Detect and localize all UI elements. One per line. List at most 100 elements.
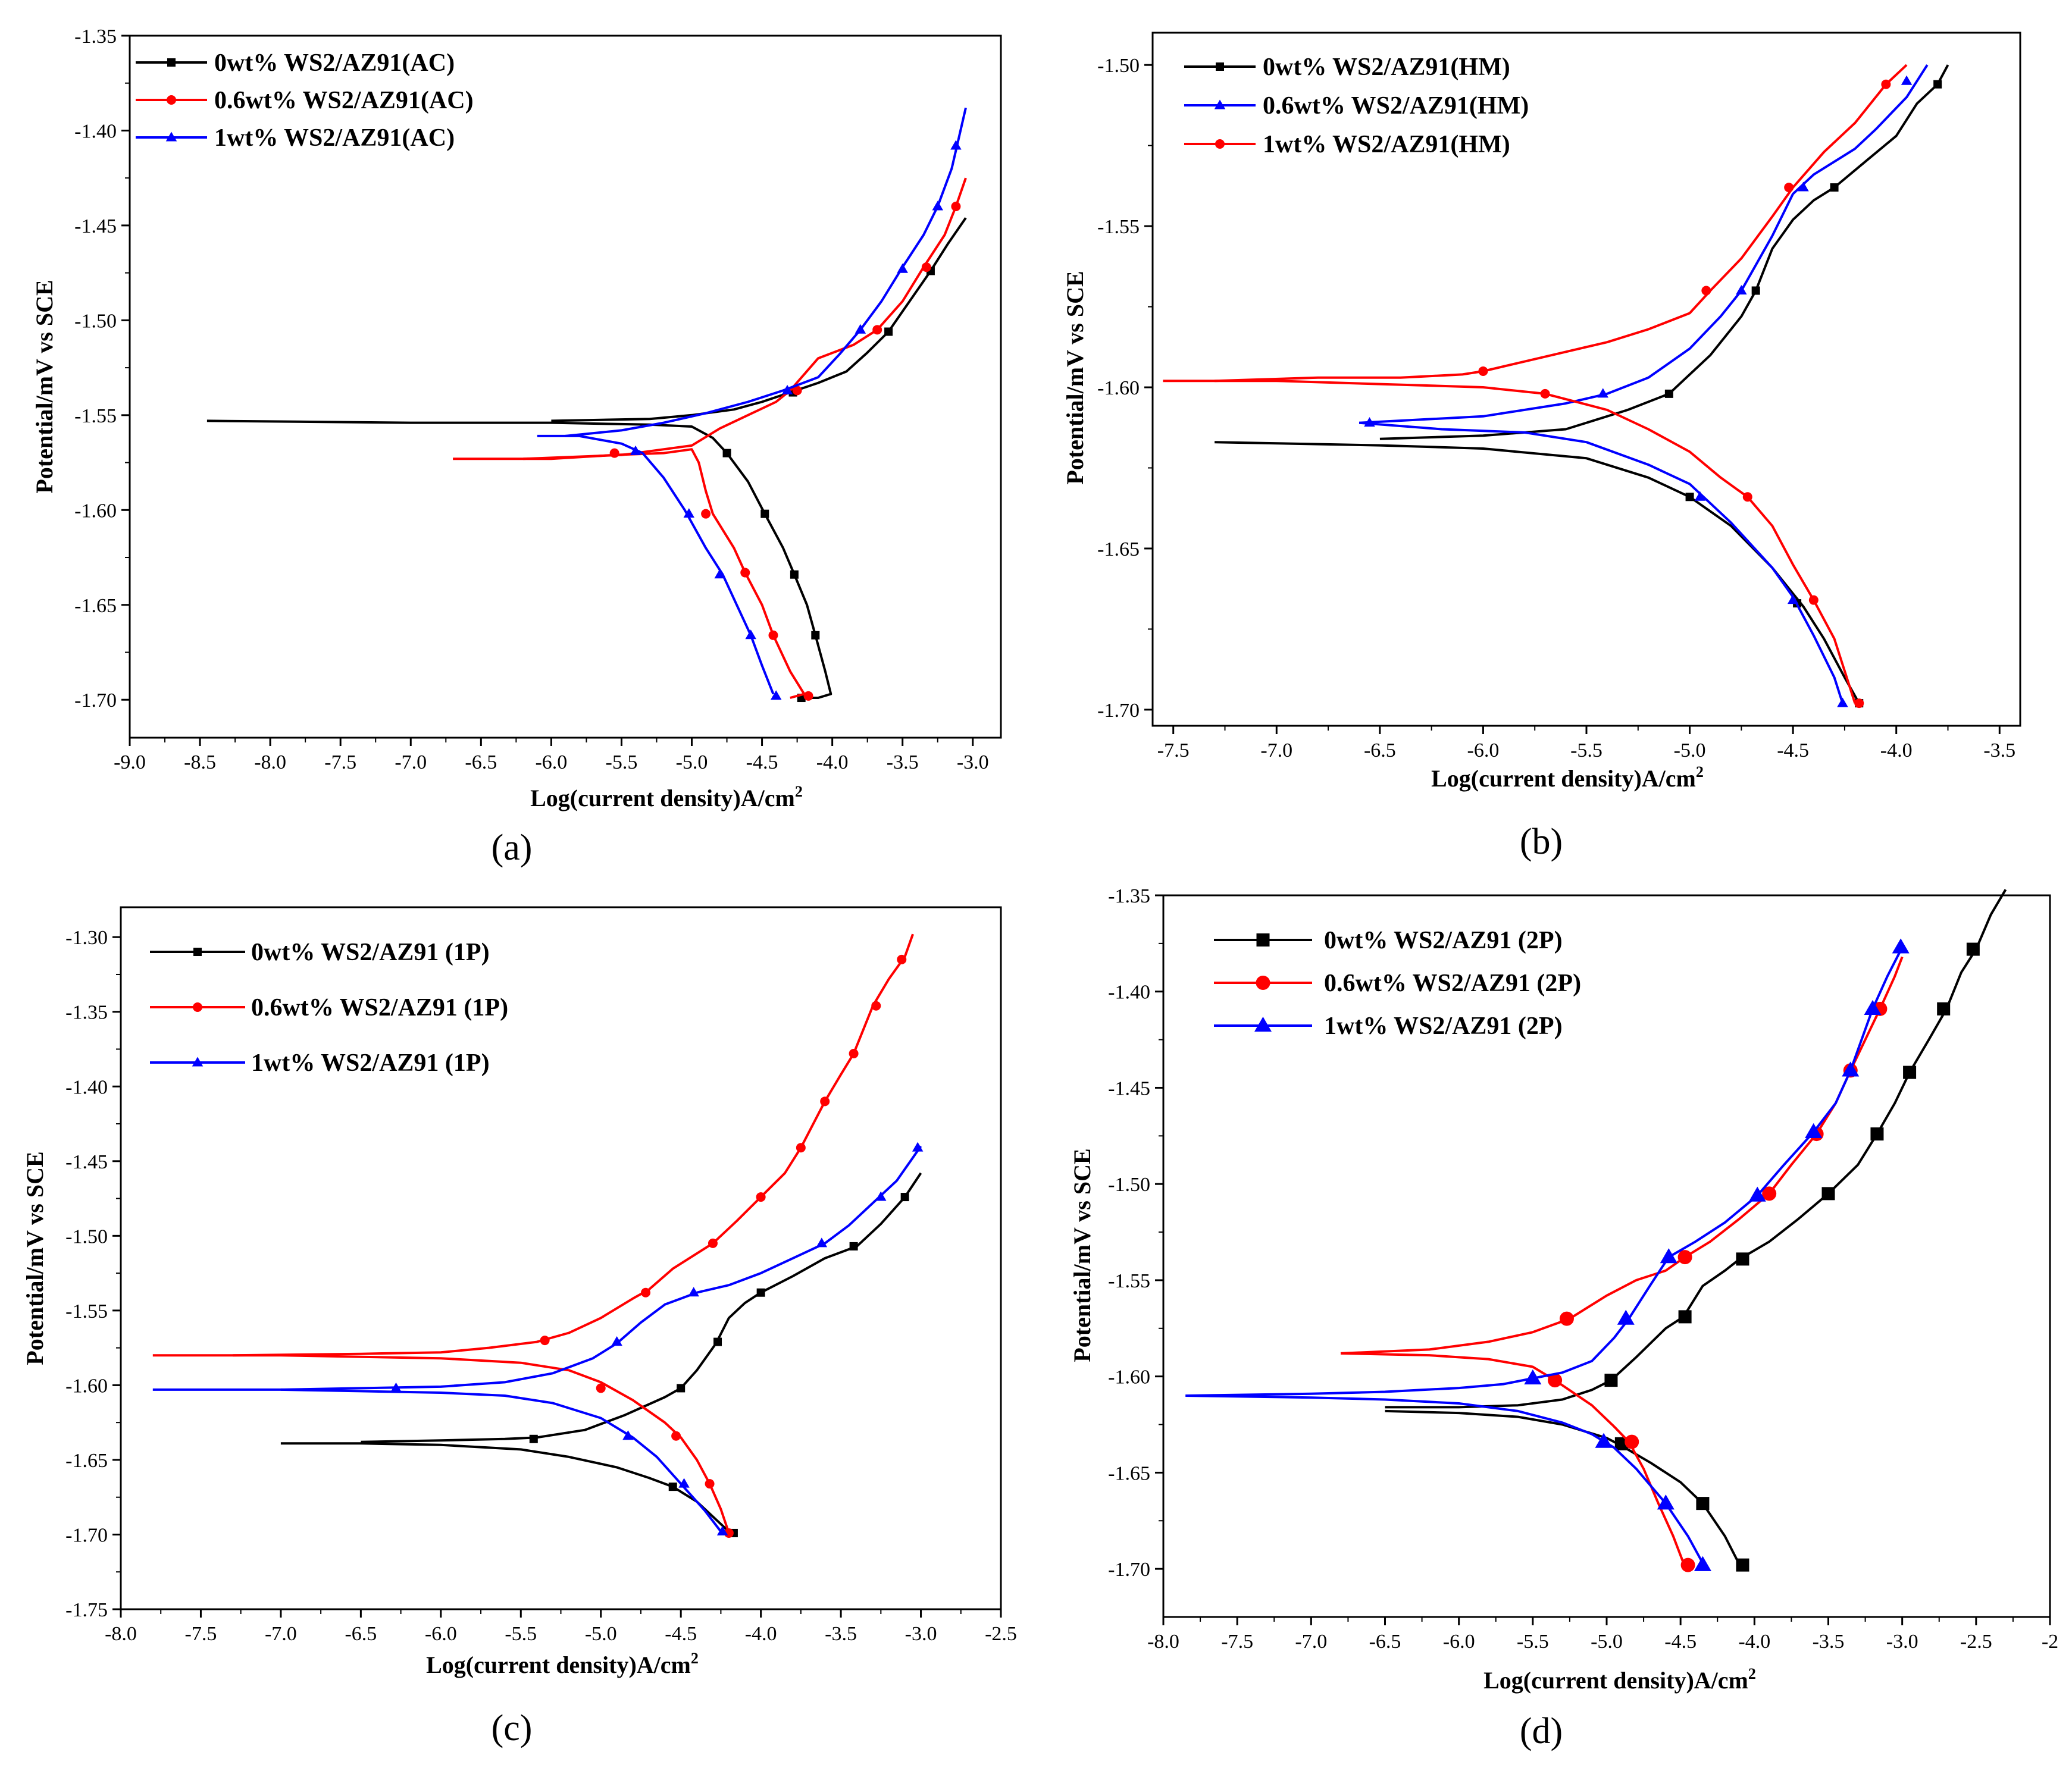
series-line-anodic [1379,64,1949,440]
chart-panel-b: -7.5 -7.0 -6.5 -6.0 -5.5 -5.0 -4.5 -4.0 -3.5 -1.5… [1062,32,2021,862]
data-point [760,509,769,518]
legend-marker [1215,139,1225,149]
panel-label: (a) [492,828,533,868]
data-point [1614,1437,1628,1450]
legend-label: 1wt% WS2/AZ91(HM) [1263,131,1510,158]
data-point [1808,595,1819,605]
data-point [609,448,619,458]
data-point [1966,942,1980,956]
series-line-anodic [361,1172,922,1443]
x-tick-label: -5.5 [1570,739,1602,761]
x-tick-label: -2.5 [985,1623,1017,1645]
data-point [756,1192,766,1202]
x-tick-label: -3.0 [957,751,989,773]
data-point [781,384,793,394]
data-point [677,1384,686,1393]
series-line-cathodic [206,419,832,699]
x-tick-label: -9.0 [114,751,146,773]
panel-label: (b) [1520,822,1563,862]
y-tick-label: -1.35 [74,26,117,48]
panel-label: (d) [1520,1711,1563,1751]
y-tick-label: -1.65 [1108,1462,1150,1484]
series-line-anodic [1215,64,1908,383]
legend-label: 0wt% WS2/AZ91 (2P) [1324,927,1563,954]
series-1 [1385,889,2007,1572]
x-tick-label: -5.0 [676,751,708,773]
data-point [803,691,813,701]
data-point [630,445,641,455]
x-axis-title: Log(current density)A/cm2 [426,1650,699,1678]
x-axis-title-superscript: 2 [795,783,803,800]
legend-label: 0wt% WS2/AZ91(AC) [214,49,455,77]
series-line-anodic [1185,947,1904,1397]
x-tick-label: -7.0 [265,1623,297,1645]
x-axis-title-superscript: 2 [1748,1665,1756,1682]
data-point [1678,1310,1692,1324]
data-point [1364,417,1375,427]
y-tick-label: -1.55 [65,1300,108,1322]
data-point [1842,1061,1860,1077]
series-3 [1163,64,1908,709]
x-tick-label: -6.5 [465,751,497,773]
x-axis-title-text: Log(current density)A/cm [1483,1667,1748,1694]
x-tick-label: -7.5 [324,751,356,773]
series-2 [152,933,914,1538]
legend-label: 0.6wt% WS2/AZ91(AC) [214,87,474,114]
y-tick-label: -1.55 [74,405,117,427]
data-point [1657,1494,1674,1510]
y-axis-title: Potential/mV vs SCE [1069,1148,1096,1362]
data-point [1736,1558,1749,1572]
x-axis-title: Log(current density)A/cm2 [1431,763,1704,792]
data-point [1595,1433,1613,1448]
legend-marker [1216,62,1224,71]
y-tick-label: -1.65 [65,1450,108,1472]
data-point [1903,1065,1917,1079]
data-point [671,1431,681,1441]
y-tick-label: -1.50 [65,1226,108,1248]
y-tick-label: -1.70 [65,1524,108,1546]
series-line-cathodic [1185,1394,1704,1564]
y-tick-label: -1.50 [1097,55,1140,77]
x-tick-label: -6.5 [1369,1631,1401,1653]
y-tick-label: -1.65 [1097,538,1140,560]
y-tick-label: -1.60 [1097,377,1140,399]
data-point [1821,1187,1835,1201]
data-point [849,1242,858,1251]
x-tick-label: -6.5 [345,1623,377,1645]
data-point [1837,697,1848,707]
x-tick-label: -8.0 [105,1623,137,1645]
data-point [1696,1497,1710,1510]
series-line-cathodic [1340,1352,1685,1564]
data-point [1660,1248,1677,1264]
series-2 [1359,64,1929,707]
series-line-anodic [523,177,967,460]
x-tick-label: -3.5 [825,1623,857,1645]
data-point [1901,75,1913,85]
data-point [1892,938,1910,954]
series-line-anodic [233,933,914,1357]
series-line-cathodic [1359,421,1844,704]
x-tick-label: -3.0 [1886,1631,1918,1653]
legend-label: 0.6wt% WS2/AZ91 (1P) [251,994,508,1021]
data-point [1937,1002,1951,1016]
data-point [668,1483,677,1491]
legend-label: 0.6wt% WS2/AZ91(HM) [1263,92,1529,120]
data-point [1736,1252,1749,1266]
x-tick-label: -4.0 [745,1623,777,1645]
data-point [921,262,931,272]
series-line-anodic [1340,956,1904,1355]
data-point [932,200,943,211]
legend-marker [165,131,177,142]
x-tick-label: -7.5 [1157,739,1190,761]
y-tick-label: -1.40 [74,120,117,142]
x-tick-label: -2 [2042,1631,2058,1653]
data-point [871,1001,881,1011]
data-point [713,1337,722,1346]
data-point [705,1479,715,1489]
y-tick-label: -1.40 [1108,982,1150,1004]
legend-label: 0wt% WS2/AZ91 (1P) [251,939,490,966]
data-point [683,508,695,518]
legend-label: 1wt% WS2/AZ91(AC) [214,124,455,152]
x-tick-label: -7.0 [1295,1631,1327,1653]
x-tick-label: -5.0 [585,1623,617,1645]
